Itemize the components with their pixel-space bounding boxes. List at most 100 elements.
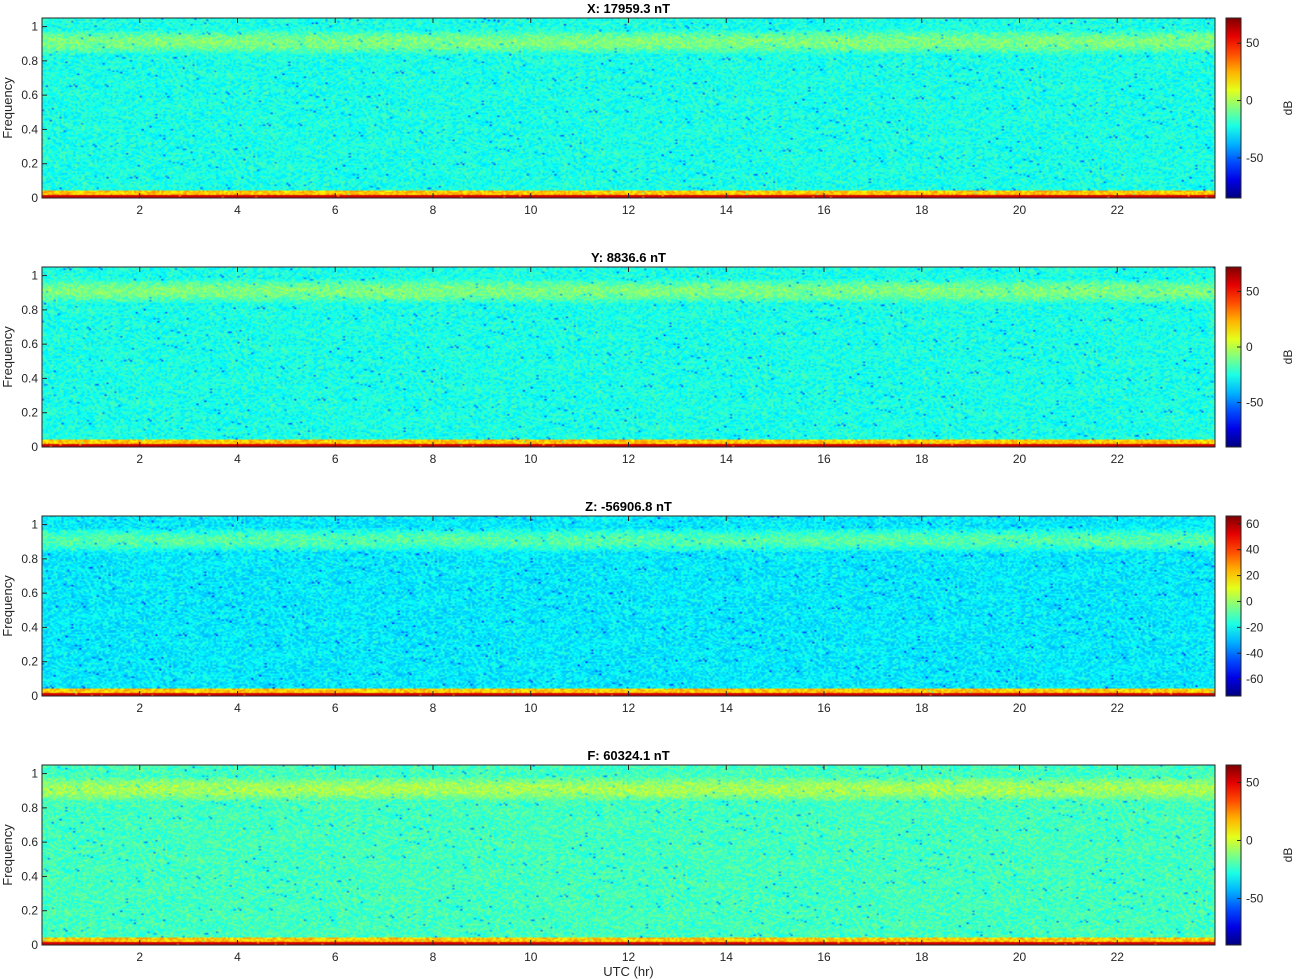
- y-axis-label: Frequency: [0, 77, 15, 139]
- colorbar-tick-label: 50: [1246, 775, 1260, 789]
- spectrogram-image: [42, 516, 1215, 696]
- subplot-2: 2 4 6 8 10 12 14 16 18 20 22 0 0.2 0.4 0.6 0.8 1 Z: -5690…: [0, 499, 1264, 715]
- y-tick-label: 0.6: [21, 586, 38, 600]
- subplot-0: 2 4 6 8 10 12 14 16 18 20 22 0 0.2 0.4 0.6 0.8 1 X: 17959…: [0, 1, 1295, 217]
- colorbar-tick-label: -60: [1246, 672, 1264, 686]
- spectrogram-image: [42, 765, 1215, 945]
- x-tick-label: 6: [332, 452, 339, 466]
- x-tick-label: 20: [1013, 701, 1027, 715]
- x-tick-label: 4: [234, 701, 241, 715]
- y-tick-label: 0: [31, 191, 38, 205]
- x-tick-label: 8: [430, 203, 437, 217]
- x-tick-label: 16: [817, 452, 831, 466]
- colorbar-tick-label: 20: [1246, 569, 1260, 583]
- x-tick-label: 14: [720, 950, 734, 964]
- x-tick-label: 20: [1013, 203, 1027, 217]
- x-tick-label: 14: [720, 701, 734, 715]
- y-tick-label: 0.4: [21, 122, 38, 136]
- colorbar: [1225, 764, 1242, 946]
- colorbar-label: dB: [1281, 101, 1295, 116]
- x-tick-label: 10: [524, 203, 538, 217]
- subplot-3: 2 4 6 8 10 12 14 16 18 20 22 0 0.2 0.4 0.6 0.8 1 F: 60324…: [0, 748, 1295, 979]
- x-tick-label: 18: [915, 701, 929, 715]
- colorbar-tick-label: 0: [1246, 594, 1253, 608]
- x-tick-label: 2: [136, 950, 143, 964]
- y-axis-label: Frequency: [0, 824, 15, 886]
- subplot-title: F: 60324.1 nT: [587, 748, 669, 763]
- x-tick-label: 14: [720, 452, 734, 466]
- y-tick-label: 0.4: [21, 869, 38, 883]
- x-tick-label: 8: [430, 701, 437, 715]
- y-axis-label: Frequency: [0, 326, 15, 388]
- y-tick-label: 0.8: [21, 303, 38, 317]
- x-tick-label: 16: [817, 701, 831, 715]
- spectrogram-image: [42, 18, 1215, 198]
- spectrogram-image: [42, 267, 1215, 447]
- colorbar-tick-label: 50: [1246, 284, 1260, 298]
- x-tick-label: 14: [720, 203, 734, 217]
- x-tick-label: 16: [817, 950, 831, 964]
- x-tick-label: 12: [622, 452, 636, 466]
- x-tick-label: 12: [622, 950, 636, 964]
- y-tick-label: 1: [31, 518, 38, 532]
- subplot-title: X: 17959.3 nT: [587, 1, 670, 16]
- y-tick-label: 0.2: [21, 157, 38, 171]
- y-tick-label: 1: [31, 20, 38, 34]
- colorbar: [1225, 515, 1242, 697]
- y-tick-label: 0.4: [21, 371, 38, 385]
- x-tick-label: 18: [915, 950, 929, 964]
- colorbar-tick-label: 0: [1246, 340, 1253, 354]
- y-tick-label: 1: [31, 269, 38, 283]
- x-tick-label: 18: [915, 452, 929, 466]
- x-tick-label: 20: [1013, 950, 1027, 964]
- x-tick-label: 2: [136, 452, 143, 466]
- x-tick-label: 10: [524, 701, 538, 715]
- x-tick-label: 22: [1111, 452, 1125, 466]
- colorbar-tick-label: -20: [1246, 620, 1264, 634]
- colorbar-label: dB: [1281, 848, 1295, 863]
- x-tick-label: 16: [817, 203, 831, 217]
- x-tick-label: 6: [332, 701, 339, 715]
- x-tick-label: 8: [430, 452, 437, 466]
- x-tick-label: 12: [622, 203, 636, 217]
- x-tick-label: 8: [430, 950, 437, 964]
- x-tick-label: 4: [234, 950, 241, 964]
- x-tick-label: 6: [332, 950, 339, 964]
- x-tick-label: 2: [136, 203, 143, 217]
- x-tick-label: 22: [1111, 701, 1125, 715]
- colorbar-tick-label: 40: [1246, 543, 1260, 557]
- colorbar-tick-label: 60: [1246, 517, 1260, 531]
- y-tick-label: 0.8: [21, 552, 38, 566]
- colorbar-tick-label: -50: [1246, 151, 1264, 165]
- y-tick-label: 0.2: [21, 406, 38, 420]
- x-tick-label: 22: [1111, 203, 1125, 217]
- subplot-1: 2 4 6 8 10 12 14 16 18 20 22 0 0.2 0.4 0.6 0.8 1 Y: 8836.…: [0, 250, 1295, 466]
- y-tick-label: 0.6: [21, 88, 38, 102]
- colorbar-tick-label: -50: [1246, 892, 1264, 906]
- y-tick-label: 0.4: [21, 620, 38, 634]
- x-axis-label: UTC (hr): [603, 964, 654, 979]
- colorbar-label: dB: [1281, 350, 1295, 365]
- y-tick-label: 0: [31, 938, 38, 952]
- subplot-title: Z: -56906.8 nT: [585, 499, 672, 514]
- y-tick-label: 1: [31, 767, 38, 781]
- x-tick-label: 10: [524, 452, 538, 466]
- x-tick-label: 4: [234, 203, 241, 217]
- x-tick-label: 6: [332, 203, 339, 217]
- y-tick-label: 0: [31, 689, 38, 703]
- y-tick-label: 0: [31, 440, 38, 454]
- x-tick-label: 12: [622, 701, 636, 715]
- colorbar-tick-label: 0: [1246, 833, 1253, 847]
- y-tick-label: 0.8: [21, 801, 38, 815]
- colorbar: [1225, 266, 1242, 448]
- x-tick-label: 18: [915, 203, 929, 217]
- y-tick-label: 0.2: [21, 655, 38, 669]
- x-tick-label: 10: [524, 950, 538, 964]
- x-tick-label: 4: [234, 452, 241, 466]
- x-tick-label: 22: [1111, 950, 1125, 964]
- x-tick-label: 20: [1013, 452, 1027, 466]
- x-tick-label: 2: [136, 701, 143, 715]
- colorbar-tick-label: 50: [1246, 36, 1260, 50]
- colorbar-tick-label: -40: [1246, 646, 1264, 660]
